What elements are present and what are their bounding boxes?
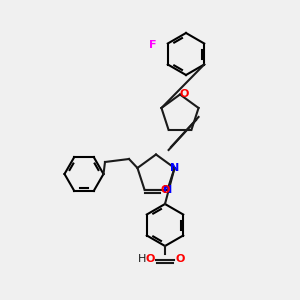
Text: O: O bbox=[180, 89, 189, 100]
Text: H: H bbox=[138, 254, 147, 265]
Text: O: O bbox=[175, 254, 185, 265]
Text: N: N bbox=[170, 163, 179, 173]
Text: F: F bbox=[149, 40, 157, 50]
Text: O: O bbox=[161, 185, 170, 195]
Text: N: N bbox=[163, 185, 172, 195]
Text: O: O bbox=[145, 254, 155, 265]
